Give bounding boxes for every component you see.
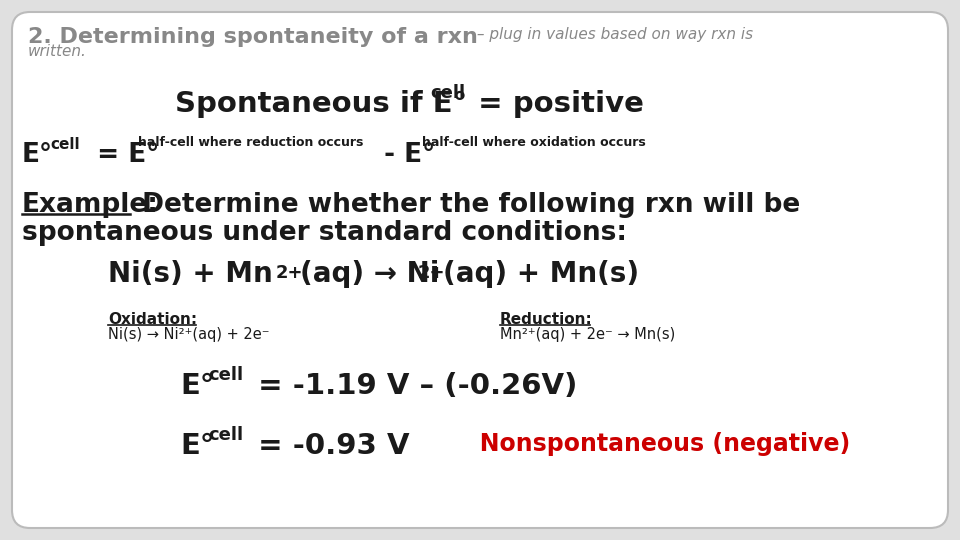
Text: cell: cell [208,426,243,444]
Text: Reduction:: Reduction: [500,312,592,327]
Text: Ni(s) + Mn: Ni(s) + Mn [108,260,273,288]
Text: cell: cell [430,84,466,102]
Text: Determine whether the following rxn will be: Determine whether the following rxn will… [133,192,801,218]
Text: 2+: 2+ [276,264,303,282]
Text: = -1.19 V – (-0.26V): = -1.19 V – (-0.26V) [248,372,577,400]
Text: E°: E° [22,142,53,168]
Text: Oxidation:: Oxidation: [108,312,197,327]
Text: Mn²⁺(aq) + 2e⁻ → Mn(s): Mn²⁺(aq) + 2e⁻ → Mn(s) [500,327,675,342]
Text: spontaneous under standard conditions:: spontaneous under standard conditions: [22,220,627,246]
Text: cell: cell [50,137,80,152]
Text: Spontaneous if E°: Spontaneous if E° [175,90,468,118]
Text: – plug in values based on way rxn is: – plug in values based on way rxn is [472,27,754,42]
Text: 2. Determining spontaneity of a rxn: 2. Determining spontaneity of a rxn [28,27,478,47]
Text: cell: cell [208,366,243,384]
Text: (aq) → Ni: (aq) → Ni [300,260,440,288]
Text: 2+: 2+ [418,264,445,282]
Text: (aq) + Mn(s): (aq) + Mn(s) [443,260,639,288]
Text: Example:: Example: [22,192,158,218]
Text: half-cell where oxidation occurs: half-cell where oxidation occurs [422,136,646,149]
Text: = E°: = E° [88,142,159,168]
FancyBboxPatch shape [12,12,948,528]
Text: written.: written. [28,44,86,59]
Text: - E°: - E° [375,142,435,168]
Text: = -0.93 V: = -0.93 V [248,432,410,460]
Text: Ni(s) → Ni²⁺(aq) + 2e⁻: Ni(s) → Ni²⁺(aq) + 2e⁻ [108,327,270,342]
Text: E°: E° [180,432,214,460]
Text: Nonspontaneous (negative): Nonspontaneous (negative) [455,432,851,456]
Text: half-cell where reduction occurs: half-cell where reduction occurs [138,136,364,149]
Text: = positive: = positive [468,90,644,118]
Text: E°: E° [180,372,214,400]
